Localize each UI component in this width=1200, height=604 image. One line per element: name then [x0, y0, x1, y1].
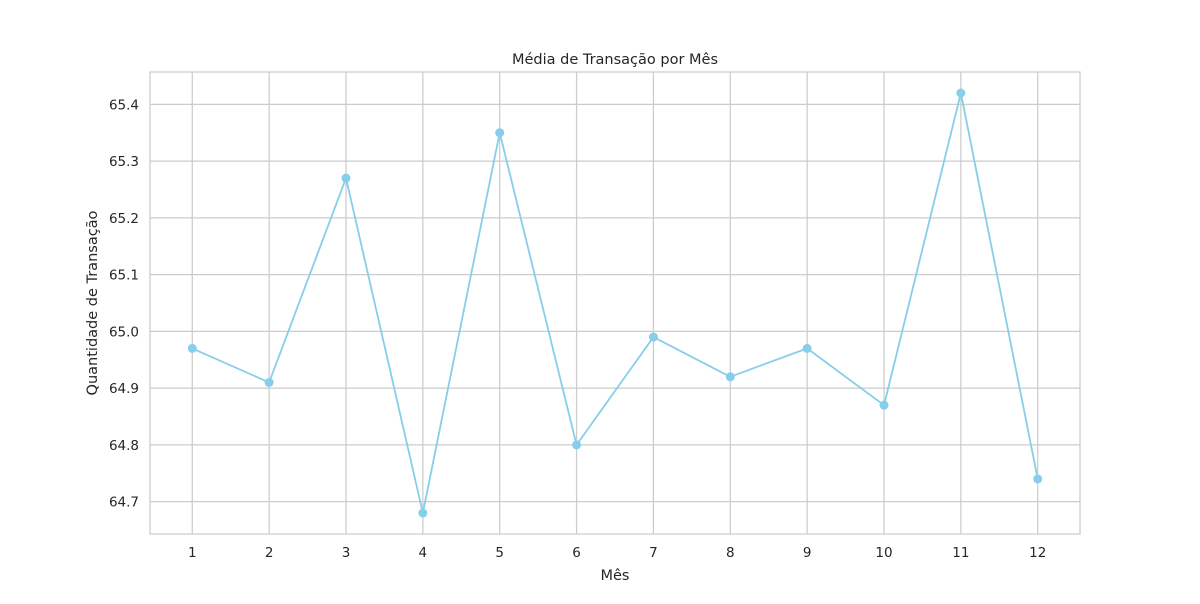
x-tick-label: 5 — [495, 545, 504, 561]
y-tick-label: 65.3 — [109, 154, 139, 170]
data-point — [648, 332, 658, 342]
data-point — [418, 508, 428, 518]
x-tick-label: 9 — [803, 545, 812, 561]
x-tick-label: 1 — [188, 545, 197, 561]
data-point — [1033, 474, 1043, 484]
series — [187, 88, 1043, 518]
x-tick-label: 12 — [1029, 545, 1046, 561]
chart-title: Média de Transação por Mês — [512, 52, 718, 68]
grid — [150, 72, 1080, 534]
data-point — [956, 88, 966, 98]
x-tick-label: 10 — [875, 545, 892, 561]
y-tick-label: 65.2 — [109, 211, 139, 227]
y-tick-label: 64.9 — [109, 381, 139, 397]
x-axis-label: Mês — [601, 568, 630, 584]
x-tick-label: 2 — [265, 545, 274, 561]
series-line — [191, 92, 1039, 514]
y-tick-label: 64.7 — [109, 495, 139, 511]
x-tick-label: 8 — [726, 545, 735, 561]
data-point — [725, 372, 735, 382]
plot-frame — [149, 71, 1081, 535]
data-point — [264, 377, 274, 387]
y-tick-label: 64.8 — [109, 438, 139, 454]
data-point — [187, 343, 197, 353]
y-tick-label: 65.1 — [109, 268, 139, 284]
x-tick-label: 6 — [572, 545, 581, 561]
data-point — [879, 400, 889, 410]
y-tick-label: 65.0 — [109, 324, 139, 340]
data-point — [802, 343, 812, 353]
y-tick-label: 65.4 — [109, 97, 139, 113]
data-point — [495, 128, 505, 138]
data-point — [341, 173, 351, 183]
x-tick-label: 3 — [342, 545, 351, 561]
y-axis-label: Quantidade de Transação — [85, 210, 101, 395]
x-tick-label: 4 — [419, 545, 428, 561]
data-point — [572, 440, 582, 450]
tick-labels: 1 2 3 4 5 6 7 8 9 10 11 1264.764.864.965.065.165.26… — [109, 97, 1046, 561]
x-tick-label: 11 — [952, 545, 969, 561]
x-tick-label: 7 — [649, 545, 658, 561]
